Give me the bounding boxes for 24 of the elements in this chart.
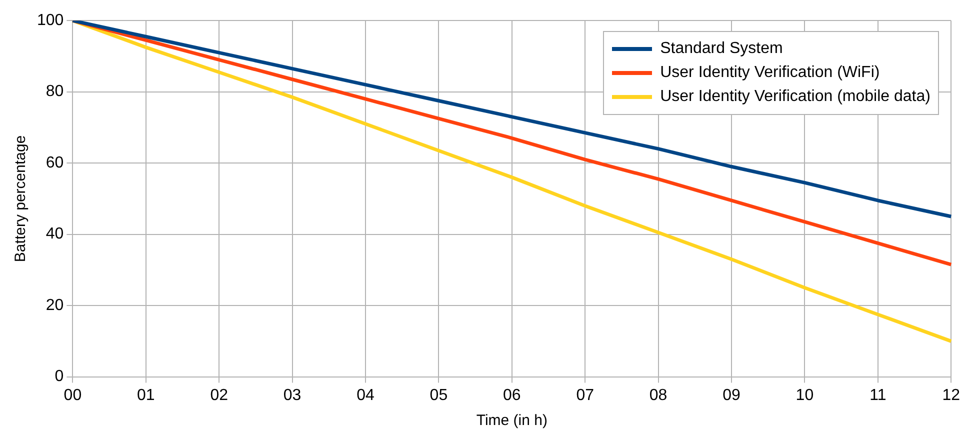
x-tick-label: 11 (870, 386, 886, 404)
legend-label: Standard System (660, 40, 783, 58)
x-tick-label: 01 (136, 386, 155, 404)
y-tick-label: 60 (46, 154, 64, 172)
x-tick-label: 03 (283, 386, 302, 404)
y-tick-label: 80 (46, 83, 64, 100)
y-axis-title: Battery percentage (12, 135, 30, 262)
x-tick-label: 07 (576, 386, 594, 404)
y-tick-label: 20 (46, 296, 64, 314)
x-tick-label: 00 (64, 386, 82, 404)
y-tick-label: 100 (36, 12, 64, 30)
legend-label: User Identity Verification (mobile data) (660, 88, 930, 106)
legend-label: User Identity Verification (WiFi) (660, 64, 880, 82)
y-tick-label: 0 (54, 368, 64, 386)
x-tick-label: 05 (430, 386, 448, 404)
x-tick-label: 10 (796, 386, 814, 404)
x-tick-label: 06 (503, 386, 521, 404)
x-tick-label: 12 (942, 386, 960, 404)
x-tick-label: 04 (356, 386, 374, 404)
x-tick-label: 02 (210, 386, 228, 404)
x-tick-label: 08 (649, 386, 668, 404)
x-tick-label: 09 (722, 386, 740, 404)
x-axis-title: Time (in h) (476, 412, 548, 430)
y-tick-label: 40 (46, 226, 64, 243)
